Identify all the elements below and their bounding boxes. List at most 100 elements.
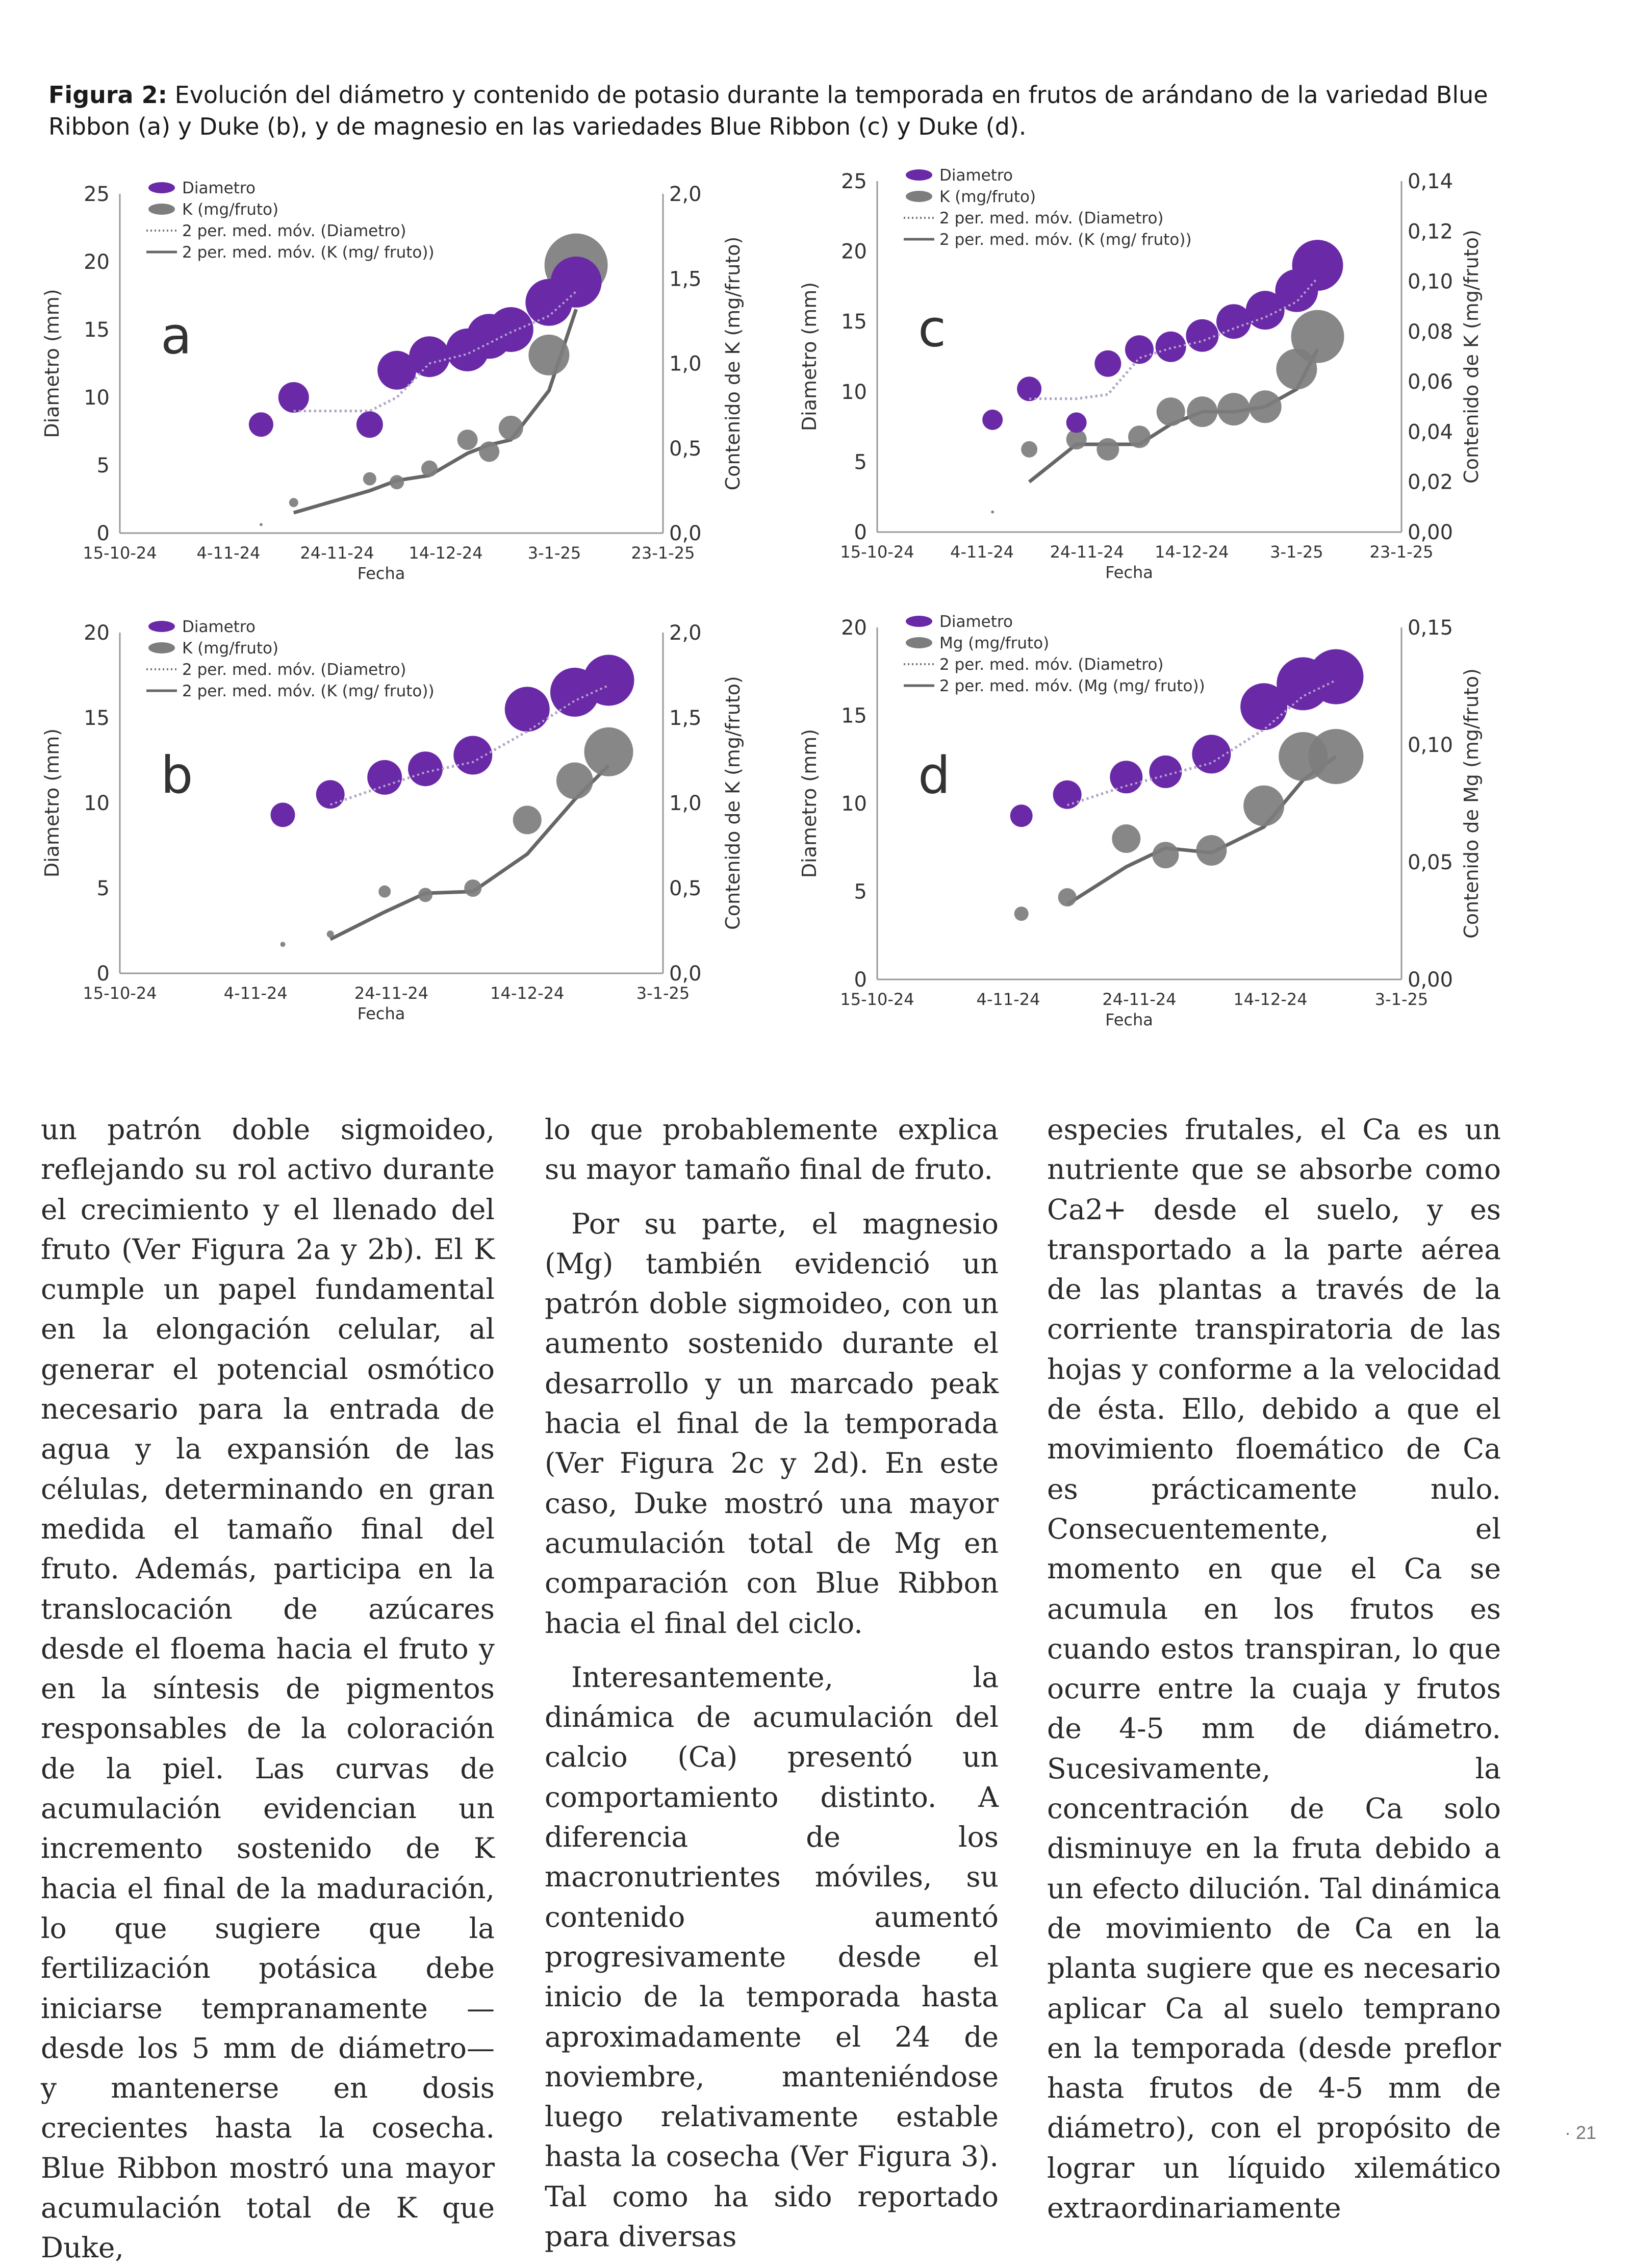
x-axis-title: Fecha (358, 1004, 405, 1023)
nutrient-bubble (421, 460, 438, 477)
body-column-1: un patrón doble sigmoideo, reflejando su… (41, 1110, 495, 2268)
diameter-bubble (1053, 780, 1082, 809)
nutrient-bubble (528, 334, 570, 375)
y2-axis-title: Contenido de K (mg/fruto) (722, 237, 744, 491)
nutrient-bubble (1248, 390, 1282, 423)
nutrient-bubble (259, 523, 263, 526)
legend-swatch-diameter (906, 616, 932, 627)
y-tick-label: 0 (97, 962, 110, 986)
y2-axis-title: Contenido de Mg (mg/fruto) (1460, 668, 1483, 939)
y-axis-title: Diametro (mm) (41, 289, 63, 438)
legend-entry: 2 per. med. móv. (K (mg/ fruto)) (939, 231, 1192, 249)
chart-panel-a: 0 5 10 15 20 25 0,0 0,5 1,0 1,5 2,0 15-10-24 4-11-24… (41, 179, 744, 583)
x-tick-label: 4-11-24 (197, 543, 261, 563)
y2-tick-label: 0,04 (1408, 420, 1453, 444)
diameter-bubble (1125, 335, 1154, 364)
figure-caption-text: Evolución del diámetro y contenido de po… (48, 81, 1488, 140)
y-tick-label: 5 (854, 450, 867, 474)
x-tick-label: 14-12-24 (1155, 542, 1229, 562)
nutrient-bubble (498, 415, 523, 440)
x-tick-label: 24-11-24 (1102, 990, 1176, 1009)
y-axis-title: Diametro (mm) (798, 729, 821, 878)
legend-entry: Diametro (182, 618, 256, 636)
nutrient-bubble (1096, 438, 1119, 461)
paragraph: Por su parte, el magnesio (Mg) también e… (545, 1207, 999, 1640)
chart-panel-d: 0 5 10 15 20 0,00 0,05 0,10 0,15 15-10-24 4-11-24 2… (798, 613, 1483, 1029)
nutrient-bubble (1156, 397, 1185, 426)
y2-tick-label: 0,05 (1408, 851, 1453, 874)
diameter-bubble (1245, 291, 1285, 330)
y2-tick-label: 1,5 (669, 707, 702, 730)
nutrient-bubble (1291, 310, 1344, 363)
y2-tick-label: 0,10 (1408, 270, 1453, 294)
y-tick-label: 10 (84, 792, 110, 815)
legend-swatch-diameter (148, 621, 175, 632)
y-tick-label: 15 (84, 707, 110, 730)
y2-tick-label: 0,12 (1408, 220, 1453, 243)
nutrient-bubble (991, 510, 994, 514)
nutrient-moving-average-line (1028, 348, 1319, 484)
legend-entry: Diametro (182, 179, 256, 197)
panel-letter: a (161, 306, 192, 366)
y2-tick-label: 0,00 (1408, 521, 1453, 544)
panel-letter: d (918, 745, 950, 805)
nutrient-bubble (1217, 393, 1251, 426)
y-tick-label: 5 (97, 454, 110, 477)
y-tick-label: 10 (841, 381, 867, 404)
y-tick-label: 0 (97, 522, 110, 545)
y-tick-label: 0 (854, 521, 867, 544)
x-tick-label: 4-11-24 (224, 984, 288, 1003)
nutrient-bubble (1058, 888, 1077, 906)
diameter-bubble (504, 687, 550, 732)
nutrient-moving-average-line (293, 308, 578, 515)
legend-entry: K (mg/fruto) (182, 200, 278, 219)
y-tick-label: 25 (841, 170, 867, 193)
nutrient-bubble (280, 942, 286, 947)
legend-entry: Diametro (939, 166, 1013, 185)
y-tick-label: 10 (84, 386, 110, 410)
diameter-bubble (1017, 376, 1042, 401)
y2-tick-label: 0,06 (1408, 370, 1453, 394)
y2-tick-label: 0,14 (1408, 170, 1453, 193)
y-tick-label: 20 (84, 621, 110, 645)
x-tick-label: 4-11-24 (950, 542, 1014, 562)
nutrient-bubble (1066, 429, 1087, 450)
diameter-bubble (1308, 649, 1364, 704)
y-tick-label: 5 (97, 877, 110, 900)
nutrient-bubble (457, 430, 478, 450)
body-column-3: especies frutales, el Ca es un nutriente… (1047, 1110, 1501, 2228)
y-tick-label: 15 (841, 310, 867, 334)
diameter-bubble (1094, 350, 1121, 377)
nutrient-bubble (1308, 729, 1364, 784)
legend-swatch-nutrient (148, 642, 175, 653)
figure-caption: Figura 2: Evolución del diámetro y conte… (48, 79, 1553, 142)
panel-letter: b (161, 745, 193, 805)
diameter-bubble (248, 412, 273, 437)
chart-panel-c: 0 5 10 15 20 25 0,00 0,02 0,04 0,06 0,08 0,10 0,12 0,… (798, 166, 1483, 582)
x-tick-label: 3-1-25 (636, 984, 690, 1003)
legend-entry: 2 per. med. móv. (K (mg/ fruto)) (182, 243, 435, 262)
y2-tick-label: 0,0 (669, 522, 702, 545)
nutrient-bubble (1196, 835, 1227, 866)
diameter-bubble (377, 350, 417, 390)
y-tick-label: 20 (84, 250, 110, 274)
x-tick-label: 14-12-24 (490, 984, 564, 1003)
diameter-bubble (1192, 735, 1231, 774)
nutrient-bubble (584, 727, 633, 776)
y-tick-label: 0 (854, 968, 867, 992)
y-tick-label: 20 (841, 616, 867, 640)
y2-tick-label: 0,15 (1408, 616, 1453, 640)
nutrient-bubble (1128, 425, 1151, 448)
x-tick-label: 23-1-25 (1370, 542, 1434, 562)
y-axis-title: Diametro (mm) (41, 728, 63, 877)
legend-entry: K (mg/fruto) (939, 188, 1036, 206)
y2-tick-label: 0,08 (1408, 320, 1453, 344)
figure-caption-label: Figura 2: (48, 81, 168, 109)
nutrient-bubble (390, 475, 404, 490)
diameter-bubble (488, 307, 533, 352)
y-tick-label: 15 (84, 318, 110, 342)
y-tick-label: 5 (854, 880, 867, 904)
nutrient-bubble (418, 888, 433, 902)
y2-tick-label: 1,0 (669, 792, 702, 815)
legend-entry: Diametro (939, 613, 1013, 631)
